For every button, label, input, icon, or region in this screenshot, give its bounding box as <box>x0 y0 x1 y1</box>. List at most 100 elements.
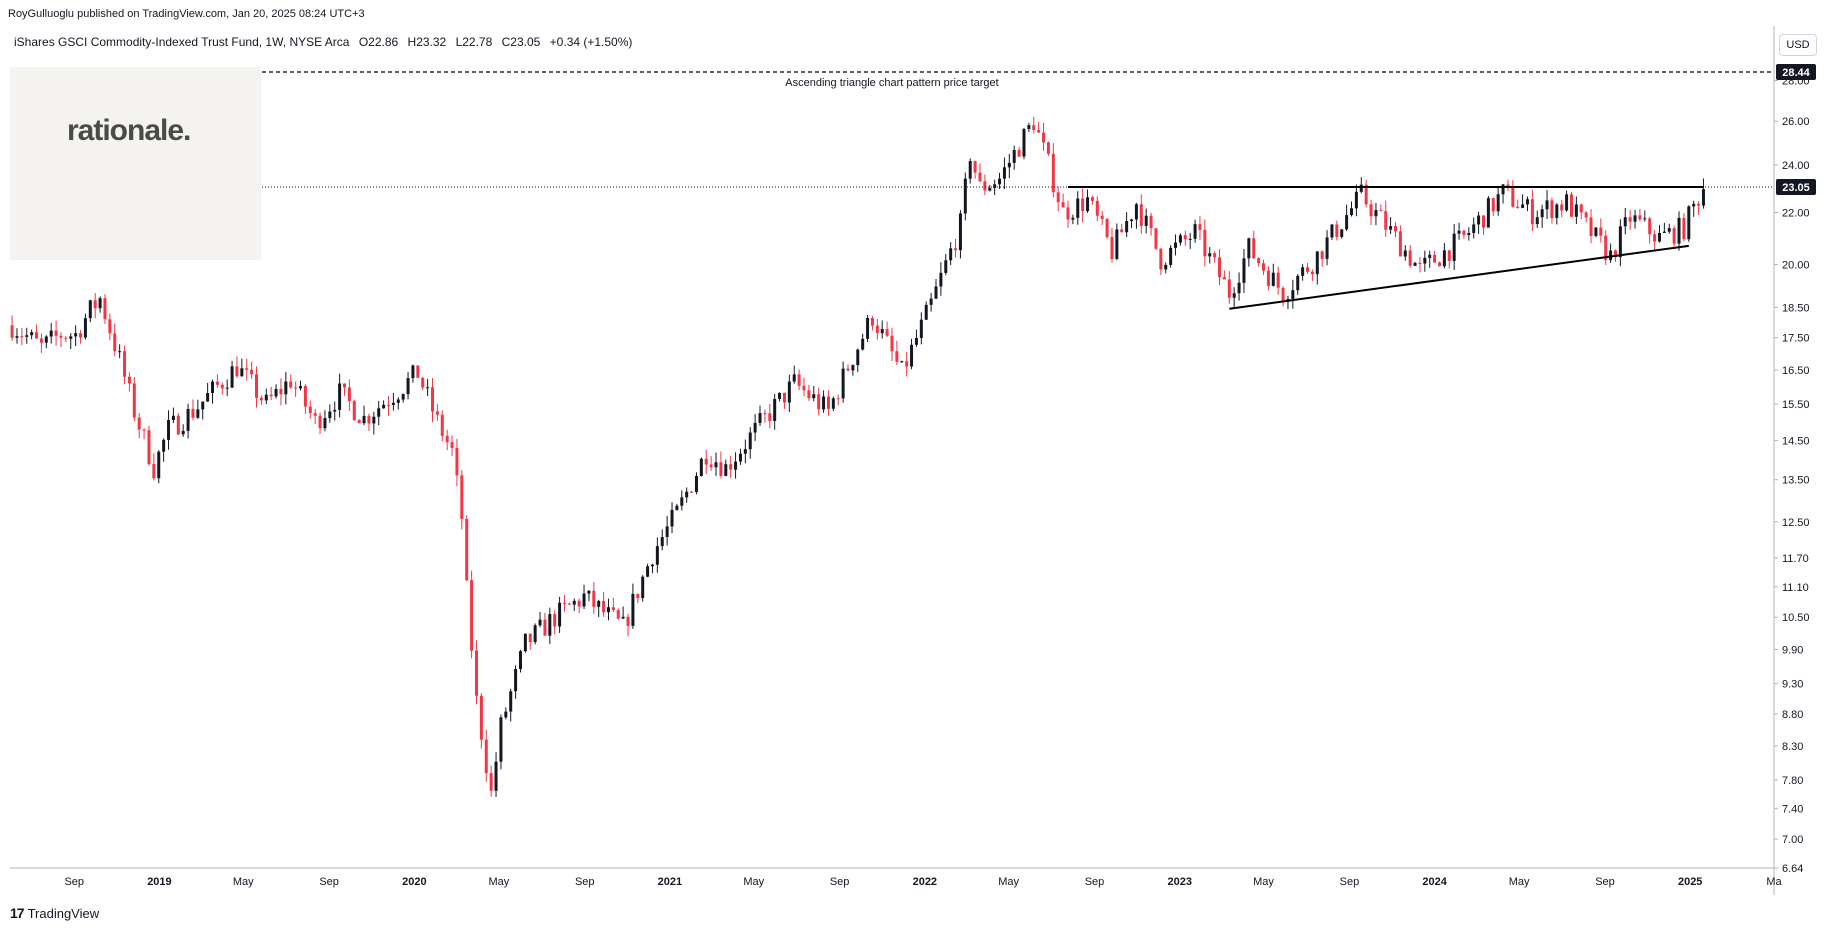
candle <box>753 414 757 441</box>
candle <box>362 405 366 426</box>
candle <box>74 325 78 347</box>
candle <box>1086 189 1090 213</box>
candle <box>299 380 303 391</box>
candle <box>440 410 444 442</box>
candle <box>787 374 791 413</box>
candle <box>1628 209 1632 230</box>
candle <box>504 707 508 720</box>
candle <box>127 372 131 392</box>
candle <box>890 327 894 362</box>
candle <box>1604 230 1608 266</box>
candle <box>973 160 977 179</box>
candle <box>558 596 562 633</box>
candle <box>1237 272 1241 301</box>
candle <box>729 455 733 478</box>
chart-axes: 28.0026.0024.0022.0020.0018.5017.5016.50… <box>10 26 1816 895</box>
candle <box>382 400 386 409</box>
candle <box>939 262 943 296</box>
candle <box>245 358 249 381</box>
candle <box>646 563 650 578</box>
candle <box>1477 211 1481 234</box>
candle <box>1095 196 1099 221</box>
candle <box>1594 227 1598 238</box>
candle <box>1271 263 1275 287</box>
candle <box>592 582 596 615</box>
candle <box>548 607 552 644</box>
candle <box>1257 257 1261 267</box>
candle <box>1134 202 1138 229</box>
candle <box>1354 184 1358 217</box>
price-tick-label: 16.50 <box>1782 365 1810 377</box>
candle <box>919 312 923 345</box>
currency-button[interactable]: USD <box>1779 34 1817 56</box>
candle <box>181 424 185 437</box>
candle <box>328 404 332 423</box>
candle <box>1012 145 1016 170</box>
symbol-title: iShares GSCI Commodity-Indexed Trust Fun… <box>14 35 350 49</box>
candle <box>484 729 488 782</box>
candle <box>675 503 679 511</box>
tradingview-branding[interactable]: 17 TradingView <box>10 905 99 921</box>
candlestick-series <box>10 116 1705 797</box>
candle <box>1164 262 1168 274</box>
candle <box>704 449 708 475</box>
symbol-legend[interactable]: iShares GSCI Commodity-Indexed Trust Fun… <box>14 35 632 49</box>
candle <box>152 453 156 481</box>
candle <box>303 384 307 414</box>
candle <box>1345 204 1349 232</box>
candle <box>1633 209 1637 229</box>
candle <box>1183 230 1187 246</box>
candle <box>792 365 796 384</box>
candle <box>137 413 141 439</box>
candle <box>523 633 527 653</box>
time-tick-label: Sep <box>64 876 84 888</box>
candle <box>1002 157 1006 190</box>
candle <box>616 608 620 620</box>
candle <box>1535 210 1539 228</box>
candle <box>1457 222 1461 240</box>
candle <box>1662 222 1666 234</box>
candle <box>1574 196 1578 225</box>
candle <box>1516 199 1520 209</box>
time-tick-label: Ma <box>1766 876 1782 888</box>
candle <box>572 598 576 612</box>
price-tick-label: 9.30 <box>1782 679 1803 691</box>
candle <box>900 360 904 363</box>
candle <box>1169 245 1173 268</box>
candle <box>450 435 454 457</box>
candle <box>499 714 503 770</box>
candle <box>1565 190 1569 212</box>
candle <box>650 563 654 574</box>
candle <box>83 313 87 340</box>
candle <box>1081 188 1085 223</box>
candle <box>611 597 615 613</box>
candle <box>318 412 322 435</box>
candle <box>514 665 518 699</box>
candle <box>875 319 879 340</box>
candle <box>69 333 73 350</box>
candle <box>1178 233 1182 246</box>
candle <box>1252 230 1256 260</box>
candle <box>958 210 962 259</box>
time-tick-label: 2020 <box>402 876 426 888</box>
candle <box>1144 208 1148 234</box>
candle <box>1491 197 1495 217</box>
candle <box>1159 248 1163 276</box>
candle <box>88 299 92 323</box>
candle <box>562 595 566 612</box>
support-trendline[interactable] <box>1229 244 1689 310</box>
svg-text:23.05: 23.05 <box>1782 182 1810 194</box>
candle <box>430 378 434 423</box>
candle <box>93 293 97 319</box>
candle <box>1677 211 1681 251</box>
candle <box>866 315 870 343</box>
candle <box>880 320 884 339</box>
candle <box>35 324 39 340</box>
candle <box>25 327 29 344</box>
candle <box>279 378 283 406</box>
candle <box>1433 250 1437 263</box>
candle <box>822 390 826 413</box>
candle <box>983 174 987 196</box>
candle <box>621 606 625 620</box>
